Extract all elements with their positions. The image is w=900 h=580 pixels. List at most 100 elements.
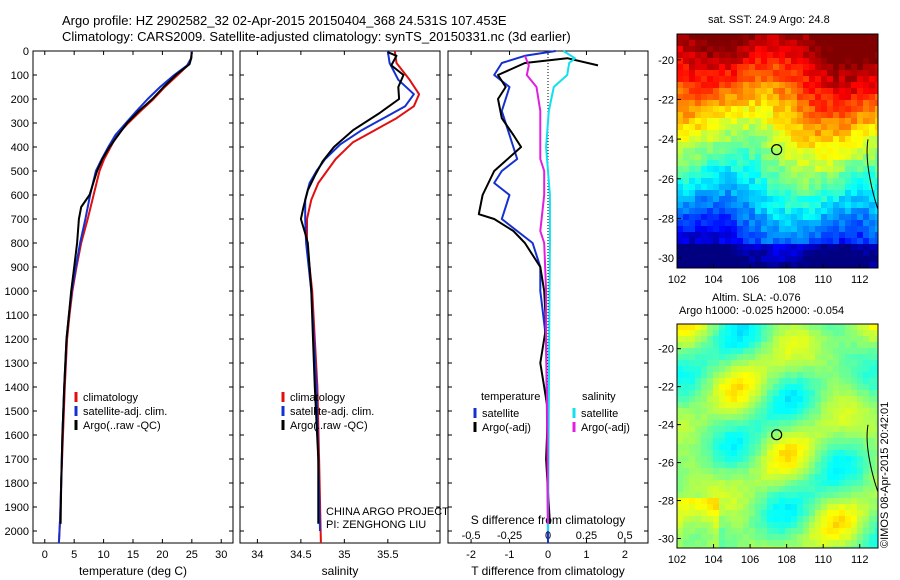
map-cell (839, 438, 846, 445)
map-cell (773, 142, 780, 149)
sla-map-title: Altim. SLA: -0.076 (712, 292, 801, 304)
map-cell (803, 70, 810, 77)
map-cell (755, 330, 762, 337)
map-cell (857, 76, 864, 83)
map-cell (815, 112, 822, 119)
map-cell (767, 426, 774, 433)
map-cell (713, 438, 720, 445)
map-cell (791, 262, 798, 268)
map-cell (749, 456, 756, 463)
map-cell (755, 360, 762, 367)
map-y-tick-label: -22 (658, 382, 674, 394)
map-cell (743, 522, 750, 529)
map-cell (821, 336, 828, 343)
map-cell (755, 492, 762, 499)
map-cell (749, 46, 756, 53)
map-cell (875, 534, 878, 541)
map-cell (755, 238, 762, 245)
x-tick-label: 5 (71, 549, 77, 561)
map-cell (725, 244, 732, 251)
map-cell (731, 354, 738, 361)
map-cell (815, 528, 822, 535)
map-cell (749, 426, 756, 433)
map-cell (851, 238, 858, 245)
map-cell (821, 474, 828, 481)
map-cell (851, 94, 858, 101)
map-cell (839, 324, 846, 331)
map-cell (857, 118, 864, 125)
map-cell (725, 444, 732, 451)
map-cell (719, 324, 726, 331)
map-cell (875, 516, 878, 523)
map-cell (767, 456, 774, 463)
map-cell (725, 432, 732, 439)
map-cell (701, 366, 708, 373)
map-cell (803, 408, 810, 415)
map-cell (815, 474, 822, 481)
map-cell (779, 238, 786, 245)
map-cell (863, 190, 870, 197)
map-cell (779, 184, 786, 191)
map-cell (743, 142, 750, 149)
map-cell (839, 474, 846, 481)
map-cell (767, 88, 774, 95)
map-cell (845, 324, 852, 331)
map-cell (737, 76, 744, 83)
map-cell (797, 396, 804, 403)
map-cell (779, 100, 786, 107)
map-cell (779, 262, 786, 268)
map-cell (677, 336, 684, 343)
map-cell (731, 232, 738, 239)
map-cell (857, 202, 864, 209)
map-cell (689, 118, 696, 125)
map-cell (725, 540, 732, 547)
map-cell (755, 34, 762, 41)
map-cell (779, 112, 786, 119)
map-cell (761, 154, 768, 161)
map-cell (743, 546, 750, 548)
map-cell (803, 444, 810, 451)
map-cell (779, 232, 786, 239)
map-cell (863, 196, 870, 203)
map-cell (773, 456, 780, 463)
map-cell (707, 408, 714, 415)
map-cell (833, 420, 840, 427)
map-cell (833, 486, 840, 493)
map-cell (863, 64, 870, 71)
map-cell (815, 220, 822, 227)
map-cell (773, 256, 780, 263)
map-cell (821, 76, 828, 83)
map-cell (695, 354, 702, 361)
map-cell (743, 342, 750, 349)
map-cell (833, 528, 840, 535)
map-cell (851, 456, 858, 463)
map-cell (719, 112, 726, 119)
map-cell (755, 336, 762, 343)
map-cell (761, 112, 768, 119)
map-cell (683, 88, 690, 95)
map-cell (689, 136, 696, 143)
map-cell (851, 462, 858, 469)
map-cell (815, 420, 822, 427)
map-cell (809, 136, 816, 143)
map-cell (869, 94, 876, 101)
legend-header-salinity: salinity (582, 391, 616, 403)
map-cell (809, 148, 816, 155)
map-cell (875, 528, 878, 535)
map-cell (869, 438, 876, 445)
map-cell (725, 546, 732, 548)
map-cell (761, 450, 768, 457)
map-cell (851, 534, 858, 541)
map-cell (749, 342, 756, 349)
map-cell (743, 456, 750, 463)
map-cell (749, 112, 756, 119)
map-cell (683, 46, 690, 53)
map-cell (803, 414, 810, 421)
map-cell (845, 342, 852, 349)
map-cell (725, 118, 732, 125)
map-cell (743, 58, 750, 65)
map-cell (719, 426, 726, 433)
map-cell (869, 414, 876, 421)
map-cell (683, 64, 690, 71)
map-cell (689, 70, 696, 77)
